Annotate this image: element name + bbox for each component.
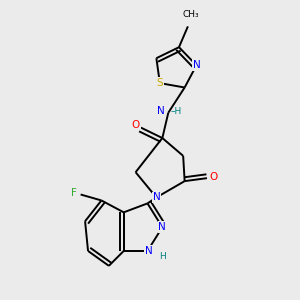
Text: H: H [159, 252, 166, 261]
Text: N: N [158, 222, 166, 232]
Text: N: N [193, 60, 200, 70]
Text: S: S [157, 78, 163, 88]
Text: O: O [209, 172, 217, 182]
Text: CH₃: CH₃ [183, 10, 199, 19]
Text: N: N [152, 193, 160, 202]
Text: –H: –H [171, 107, 182, 116]
Text: F: F [71, 188, 77, 198]
Text: O: O [131, 120, 140, 130]
Text: N: N [145, 246, 153, 256]
Text: N: N [157, 106, 165, 116]
